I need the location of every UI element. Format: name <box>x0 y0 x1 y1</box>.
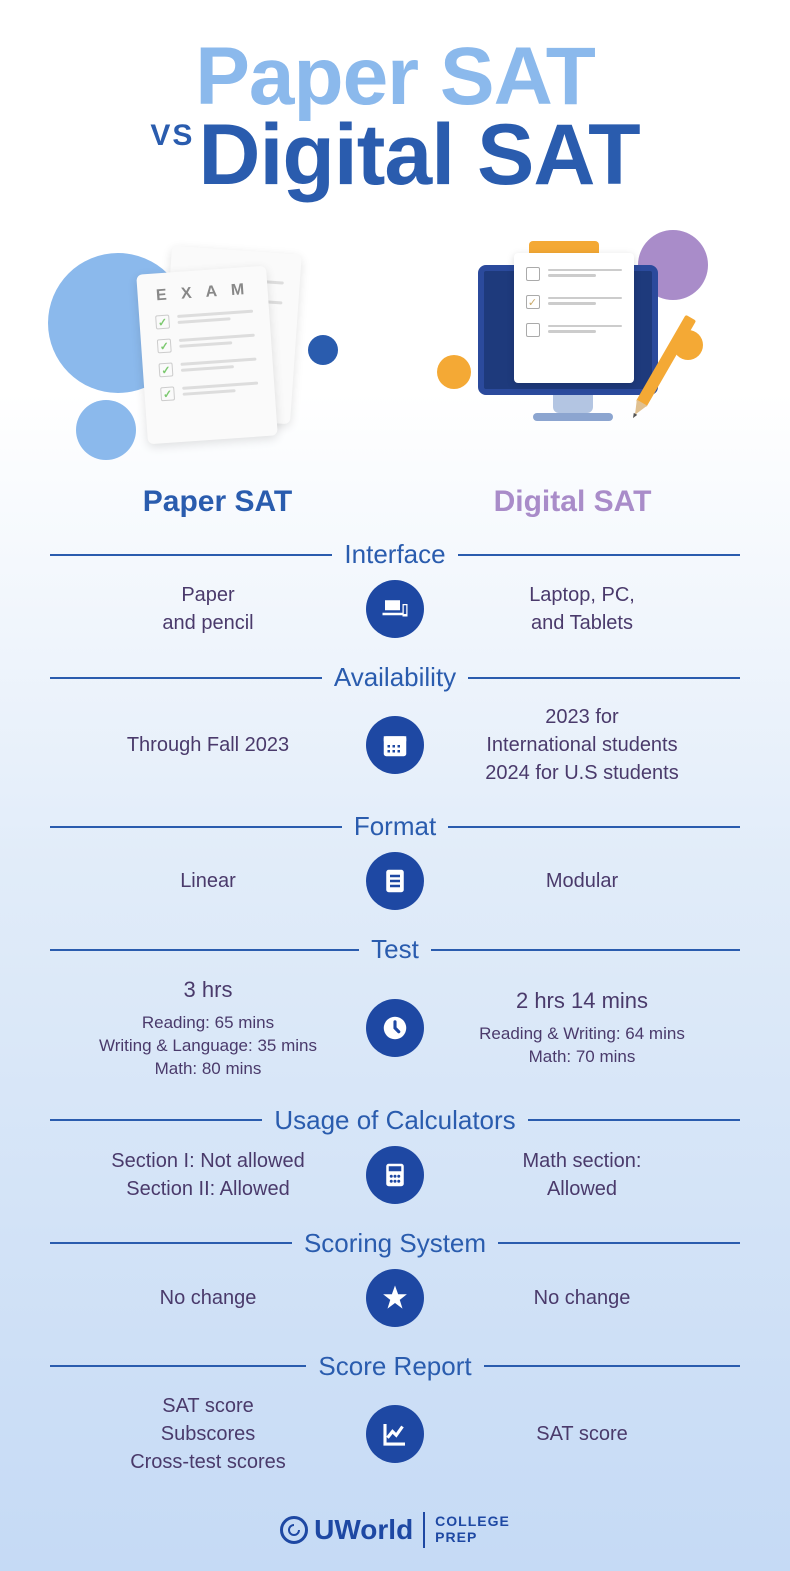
main-title: Paper SAT VS Digital SAT <box>0 0 790 205</box>
section-usage-of-calculators: Usage of Calculators Section I: Not allow… <box>50 1105 740 1220</box>
right-value: 2023 forInternational students2024 for U… <box>424 703 740 787</box>
right-value: SAT score <box>424 1420 740 1448</box>
right-value: Laptop, PC,and Tablets <box>424 581 740 637</box>
right-value: Modular <box>424 867 740 895</box>
document-icon <box>366 852 424 910</box>
devices-icon <box>366 580 424 638</box>
section-scoring-system: Scoring System No change No change <box>50 1228 740 1343</box>
left-value: 3 hrsReading: 65 minsWriting & Language:… <box>50 975 366 1081</box>
title-digital-sat: Digital SAT <box>198 106 639 205</box>
hero-illustrations: E X A M ✓ ✓ ✓ ✓ ✓ <box>0 225 790 475</box>
brand-name: UWorld <box>314 1514 413 1546</box>
right-value: No change <box>424 1284 740 1312</box>
clock-icon <box>366 999 424 1057</box>
section-title: Format <box>354 811 436 842</box>
digital-column-title: Digital SAT <box>413 485 733 519</box>
section-title: Usage of Calculators <box>274 1105 515 1136</box>
calculator-icon <box>366 1146 424 1204</box>
left-value: Paperand pencil <box>50 581 366 637</box>
chart-icon <box>366 1405 424 1463</box>
section-interface: Interface Paperand pencil Laptop, PC,and T… <box>50 539 740 654</box>
section-score-report: Score Report SAT scoreSubscoresCross-test… <box>50 1351 740 1492</box>
brand-sub: COLLEGE PREP <box>435 1514 510 1545</box>
star-icon <box>366 1269 424 1327</box>
left-value: Linear <box>50 867 366 895</box>
exam-label: E X A M <box>153 281 252 306</box>
section-title: Test <box>371 934 419 965</box>
swirl-icon <box>280 1516 308 1544</box>
left-value: Through Fall 2023 <box>50 731 366 759</box>
left-value: No change <box>50 1284 366 1312</box>
calendar-icon <box>366 716 424 774</box>
left-value: Section I: Not allowedSection II: Allowe… <box>50 1147 366 1203</box>
right-value: 2 hrs 14 minsReading & Writing: 64 minsM… <box>424 986 740 1069</box>
right-value: Math section:Allowed <box>424 1147 740 1203</box>
footer-brand: UWorld COLLEGE PREP <box>0 1512 790 1548</box>
section-title: Score Report <box>318 1351 471 1382</box>
title-vs: VS <box>150 119 194 153</box>
column-titles: Paper SAT Digital SAT <box>0 485 790 519</box>
section-test: Test3 hrsReading: 65 minsWriting & Langu… <box>50 934 740 1097</box>
section-title: Interface <box>344 539 445 570</box>
paper-column-title: Paper SAT <box>58 485 378 519</box>
paper-illustration: E X A M ✓ ✓ ✓ ✓ <box>58 225 378 475</box>
section-format: Format Linear Modular <box>50 811 740 926</box>
section-title: Availability <box>334 662 456 693</box>
section-availability: Availability Through Fall 2023 2023 forInt… <box>50 662 740 803</box>
left-value: SAT scoreSubscoresCross-test scores <box>50 1392 366 1476</box>
comparison-sections: Interface Paperand pencil Laptop, PC,and T… <box>0 519 790 1492</box>
digital-illustration: ✓ <box>413 225 733 475</box>
section-title: Scoring System <box>304 1228 486 1259</box>
